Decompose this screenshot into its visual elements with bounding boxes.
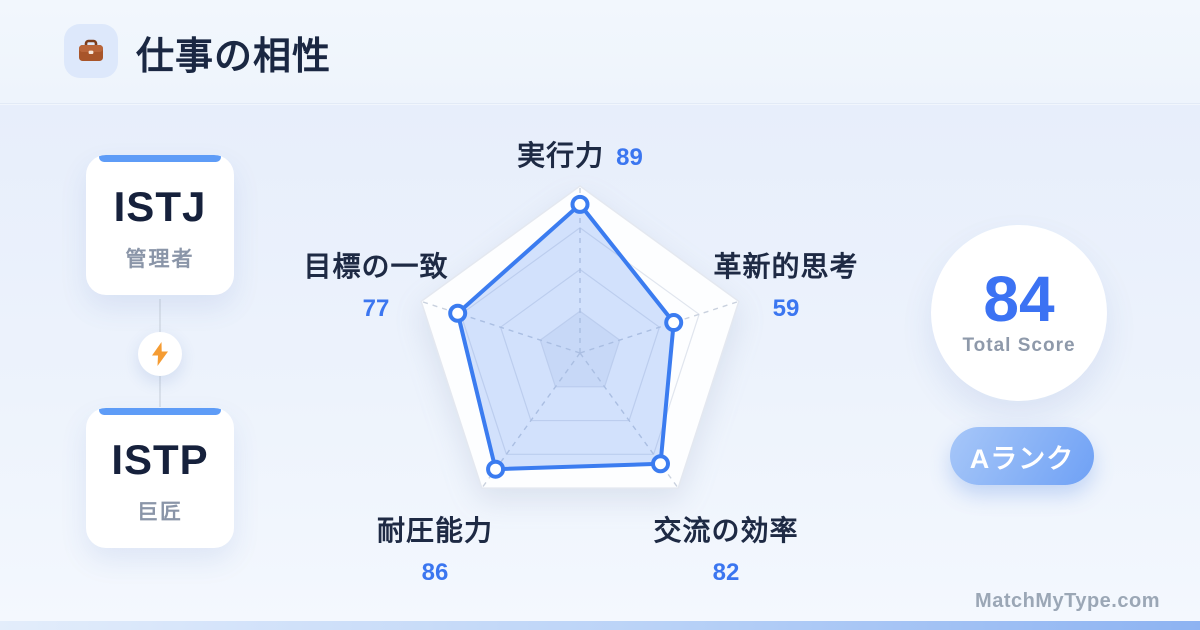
lightning-icon — [138, 332, 182, 376]
type-nickname: 管理者 — [125, 248, 195, 271]
type-code: ISTP — [111, 436, 209, 483]
axis-name: 交流の効率 — [653, 515, 799, 546]
rank-badge: Aランク — [950, 427, 1094, 485]
main-area: ISTJ 管理者 ISTP 巨匠 実行力 89 革新的思考 59 交流の効率 8… — [0, 105, 1200, 630]
axis-name: 革新的思考 — [713, 251, 859, 282]
total-score-circle: 84 Total Score — [931, 225, 1107, 401]
axis-value: 59 — [772, 295, 800, 322]
type-card-istp: ISTP 巨匠 — [86, 408, 234, 548]
type-card-istj: ISTJ 管理者 — [86, 155, 234, 295]
axis-label-kakushinteki-shikou: 革新的思考 59 — [706, 252, 866, 323]
axis-value: 82 — [712, 559, 740, 586]
axis-label-taiatsu-nouryoku: 耐圧能力 86 — [355, 516, 515, 587]
total-score-label: Total Score — [962, 335, 1076, 356]
axis-name: 目標の一致 — [303, 251, 449, 282]
axis-value: 77 — [362, 295, 390, 322]
axis-label-jikkouryoku: 実行力 89 — [430, 141, 730, 172]
radar-chart — [420, 185, 740, 489]
card-accent-bar — [99, 408, 221, 415]
watermark: MatchMyType.com — [975, 590, 1160, 612]
bottom-accent-bar — [0, 621, 1200, 630]
card-accent-bar — [99, 155, 221, 162]
axis-name: 実行力 — [517, 140, 605, 171]
axis-value: 86 — [421, 559, 449, 586]
axis-name: 耐圧能力 — [376, 515, 493, 546]
header-bar: 仕事の相性 — [0, 0, 1200, 104]
type-nickname: 巨匠 — [137, 501, 183, 524]
axis-label-kouryu-no-kouritsu: 交流の効率 82 — [646, 516, 806, 587]
radar-chart-wrap — [380, 153, 780, 553]
briefcase-icon — [64, 24, 118, 78]
axis-label-mokuhyou-no-icchi: 目標の一致 77 — [296, 252, 456, 323]
total-score-value: 84 — [983, 263, 1055, 335]
type-code: ISTJ — [113, 183, 207, 230]
page-title: 仕事の相性 — [136, 35, 332, 78]
axis-value: 89 — [616, 144, 643, 171]
